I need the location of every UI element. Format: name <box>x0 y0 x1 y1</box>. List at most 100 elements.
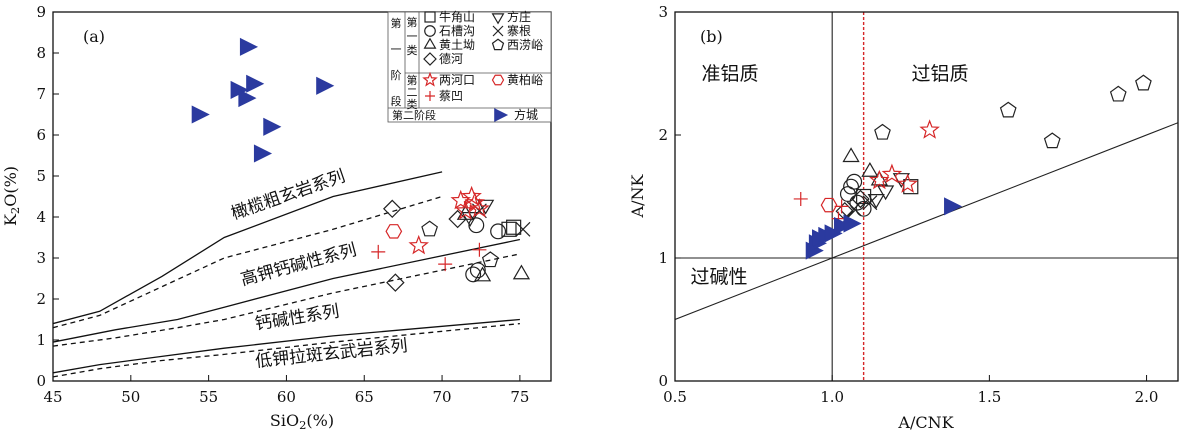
panel-a-ytick-label: 8 <box>36 44 46 62</box>
region-label: 过碱性 <box>690 266 747 288</box>
marker-shape <box>1043 132 1061 149</box>
marker-shape <box>877 185 895 201</box>
panel-a-point-invtriangle <box>477 199 495 215</box>
marker-shape <box>253 144 273 163</box>
marker-shape <box>423 37 437 49</box>
marker-shape <box>386 273 405 292</box>
panel-b-ytick-label: 1 <box>658 249 668 267</box>
panel-b-point-x <box>846 201 862 217</box>
marker-shape <box>263 117 282 136</box>
legend-group-label: 第二阶段 <box>392 108 436 122</box>
panel-a-point-righttriangle <box>246 74 265 93</box>
marker-shape <box>238 89 257 108</box>
panel-b-point-invtriangle <box>877 185 895 201</box>
region-label: 准铝质 <box>701 63 758 85</box>
marker-shape <box>862 195 878 211</box>
panel-a-ytick-label: 7 <box>36 85 46 103</box>
panel-a-point-righttriangle <box>238 89 257 108</box>
panel-b-plot-area <box>675 12 1178 381</box>
panel-a: 45 50 55 60 65 70 750123456789(a)橄榄粗玄岩系列高钾钙碱性系… <box>36 3 552 406</box>
marker-shape <box>869 169 890 190</box>
panel-b-point-pentagon <box>1109 85 1127 102</box>
panel-a-point-plus <box>438 257 453 272</box>
marker-shape <box>421 220 438 237</box>
panel-a-ytick-label: 6 <box>36 126 46 144</box>
marker-shape <box>472 242 487 257</box>
marker-shape <box>944 197 963 216</box>
panel-b-ytick-label: 3 <box>658 3 668 21</box>
marker-shape <box>851 189 870 209</box>
panel-b-xtick-label: 0.5 <box>663 388 687 406</box>
legend-subgroup-label: 第 <box>407 73 418 87</box>
legend-marker-x <box>492 25 504 37</box>
legend-group-label: 第 <box>391 16 402 30</box>
panel-b-xtick-label: 1.0 <box>820 388 844 406</box>
legend-subgroup-label: 二 <box>407 86 418 99</box>
panel-a-ytick-label: 1 <box>36 331 46 349</box>
legend-entry-label: 黄柏峪 <box>507 72 543 87</box>
marker-shape <box>422 71 438 87</box>
legend-group-label: 段 <box>391 94 402 108</box>
marker-shape <box>843 178 860 195</box>
legend-subgroup-label: 一 <box>407 30 418 43</box>
panel-b-reference-line <box>675 122 1178 321</box>
panel-a-point-plus <box>472 242 487 257</box>
marker-shape <box>861 161 879 177</box>
panel-b-point-pentagon <box>999 101 1017 118</box>
panel-a-point-righttriangle <box>253 144 273 163</box>
panel-b-point-triangle <box>861 161 879 177</box>
marker-shape <box>473 266 492 282</box>
panel-a-point-triangle <box>473 266 492 282</box>
marker-shape <box>492 25 504 37</box>
marker-shape <box>843 214 862 233</box>
marker-shape <box>501 221 517 237</box>
panel-a-point-star <box>464 191 486 212</box>
panel-a-xtick-label: 70 <box>433 388 452 406</box>
panel-a-point-righttriangle <box>316 76 335 95</box>
marker-shape <box>424 11 436 23</box>
panel-b-point-star <box>869 169 890 190</box>
panel-a-ylabel: K2O(%) <box>1 166 22 226</box>
legend-marker-pentagon <box>491 38 505 51</box>
legend-marker-invtriangle <box>491 13 505 25</box>
panel-a-ytick-label: 3 <box>36 249 46 267</box>
panel-a-point-circle <box>490 223 507 240</box>
panel-a-point-righttriangle <box>239 37 259 56</box>
panel-a-frame <box>52 11 552 382</box>
panel-a-point-star <box>461 185 482 206</box>
panel-a-ytick-label: 0 <box>36 372 46 390</box>
marker-shape <box>491 74 505 86</box>
marker-shape <box>455 200 476 220</box>
panel-a-boundary-solid <box>53 171 443 325</box>
marker-shape <box>867 193 885 209</box>
marker-shape <box>842 147 860 163</box>
legend-marker-hexagon <box>491 74 505 86</box>
region-label: 过铝质 <box>911 63 968 85</box>
panel-b-xlabel: A/CNK <box>897 413 954 432</box>
panel-a-boundary-solid <box>53 238 521 343</box>
panel-a-point-circle <box>465 266 482 283</box>
legend-entry-label: 蔡凹 <box>439 89 463 103</box>
panel-a-plot-area <box>53 37 531 378</box>
panel-a-point-invtriangle <box>461 212 479 227</box>
panel-a-xlabel: SiO2(%) <box>270 411 334 432</box>
panel-b-point-righttriangle <box>843 214 862 233</box>
panel-b-point-diamond <box>851 189 870 209</box>
marker-shape <box>999 101 1017 118</box>
panel-a-boundary-solid <box>53 318 520 374</box>
legend-marker-plus <box>425 91 435 101</box>
legend-entry-label: 寨根 <box>507 23 531 38</box>
marker-shape <box>490 223 507 240</box>
marker-shape <box>461 185 482 206</box>
legend-marker-righttriangle <box>494 108 509 122</box>
legend-entry-label: 方庄 <box>507 9 531 24</box>
panel-a-point-x <box>515 221 531 237</box>
legend-entry-label: 石槽沟 <box>439 24 475 38</box>
marker-shape <box>425 91 435 101</box>
legend-entry-label: 德河 <box>439 51 463 66</box>
legend-marker-diamond <box>423 52 437 66</box>
